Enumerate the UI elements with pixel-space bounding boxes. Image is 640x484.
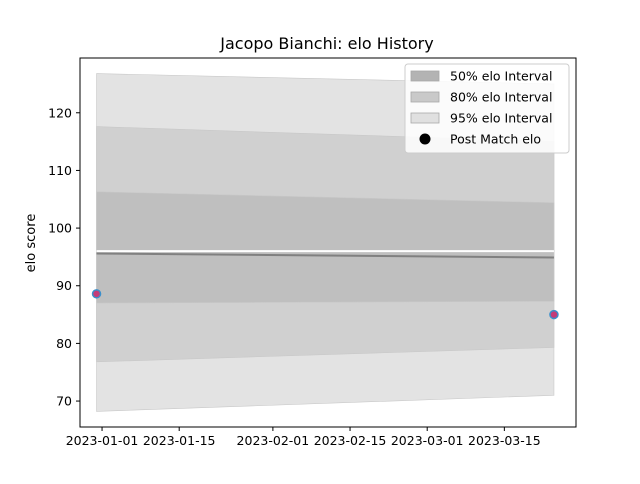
post-match-points: [91, 289, 559, 320]
y-tick-label-1: 70: [56, 394, 72, 409]
y-axis-ticks: 70 80 90 100 110 120: [48, 105, 80, 409]
legend-box: [404, 63, 570, 154]
legend-label-4: Post Match elo: [450, 132, 541, 147]
legend-swatch-2: [410, 91, 440, 103]
y-tick-label-2: 80: [56, 336, 72, 351]
legend-label-3: 95% elo Interval: [450, 111, 552, 126]
y-tick-label-4: 100: [48, 221, 72, 236]
post-match-point-1: [91, 289, 102, 299]
x-tick-label-3: 2023-02-01: [237, 433, 310, 448]
legend: 50% elo Interval 80% elo Interval 95% elo …: [404, 63, 570, 154]
x-tick-label-6: 2023-03-15: [468, 433, 541, 448]
x-tick-label-5: 2023-03-01: [391, 433, 464, 448]
y-axis-label: elo score: [24, 214, 39, 273]
legend-swatch-1: [410, 70, 440, 82]
legend-marker-4: [419, 133, 431, 145]
chart-title: Jacopo Bianchi: elo History: [219, 34, 433, 53]
legend-swatch-3: [410, 112, 440, 124]
y-tick-label-6: 120: [48, 105, 72, 120]
y-tick-label-3: 90: [56, 278, 72, 293]
x-tick-label-2: 2023-01-15: [143, 433, 216, 448]
plot-frame: [79, 57, 577, 428]
post-match-point-2: [549, 309, 559, 320]
band-3: [96, 191, 555, 304]
x-tick-label-4: 2023-02-15: [314, 433, 387, 448]
x-axis-ticks: 2023-01-01 2023-01-15 2023-02-01 2023-02-15…: [66, 427, 541, 448]
x-tick-label-1: 2023-01-01: [66, 433, 139, 448]
legend-label-2: 80% elo Interval: [450, 90, 552, 105]
y-tick-label-5: 110: [48, 163, 72, 178]
legend-label-1: 50% elo Interval: [450, 69, 552, 84]
mean-line: [96, 252, 554, 259]
interval-bands: [96, 73, 555, 412]
trend-lines: [96, 250, 554, 259]
